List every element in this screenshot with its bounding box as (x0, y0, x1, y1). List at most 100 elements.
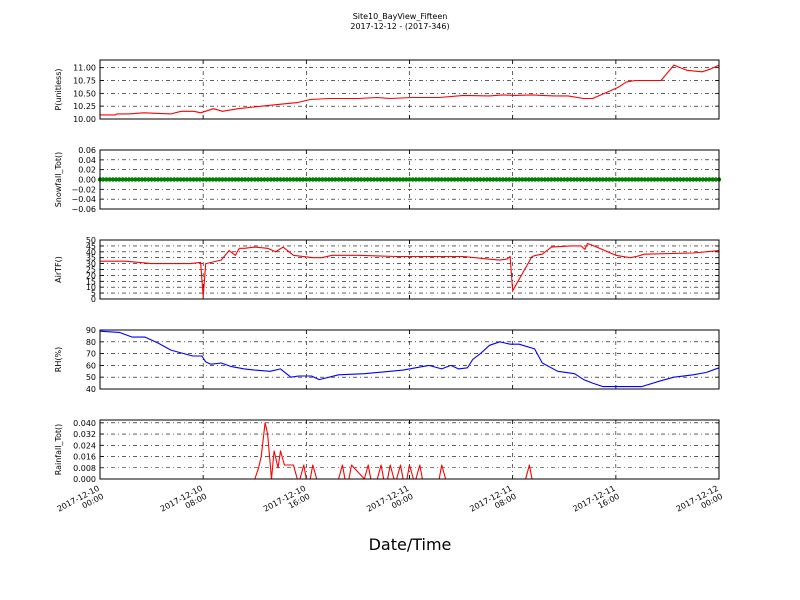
data-point (539, 177, 544, 182)
data-point (513, 177, 519, 182)
data-point (471, 177, 477, 182)
data-point (420, 177, 425, 182)
data-point (204, 177, 209, 182)
y-tick-label: 10.75 (73, 77, 96, 86)
data-point (607, 177, 612, 182)
data-point (449, 177, 454, 182)
data-point (594, 177, 599, 182)
data-point (320, 177, 325, 182)
data-point (565, 177, 570, 182)
data-point (107, 177, 112, 182)
data-point (400, 177, 406, 182)
data-point (707, 177, 712, 182)
data-point (665, 177, 670, 182)
data-point (226, 177, 232, 182)
data-point (326, 177, 332, 182)
x-tick-label: 2017-12-1108:00 (468, 484, 518, 522)
series-line-rh (99, 330, 720, 388)
data-point (484, 177, 490, 182)
data-point (233, 177, 238, 182)
x-tick-label: 2017-12-1008:00 (159, 484, 209, 522)
data-point (194, 177, 199, 182)
data-point (478, 177, 483, 182)
x-axis-label: Date/Time (369, 535, 452, 554)
y-tick-label: 40 (86, 385, 96, 394)
data-point (626, 177, 631, 182)
y-tick-label: 0.02 (78, 166, 96, 175)
data-point (417, 177, 422, 182)
data-point (462, 177, 467, 182)
data-point (568, 177, 573, 182)
y-tick-label: 0.04 (78, 156, 96, 165)
data-point (458, 177, 464, 182)
data-point (342, 177, 348, 182)
data-point (645, 177, 651, 182)
data-point (310, 177, 315, 182)
plot-frame (99, 59, 720, 120)
data-point (168, 177, 174, 182)
data-point (384, 177, 390, 182)
data-point (201, 177, 206, 182)
data-point (375, 177, 380, 182)
data-point (210, 177, 215, 182)
data-point (217, 177, 222, 182)
data-point (104, 177, 109, 182)
data-point (271, 177, 277, 182)
data-point (352, 177, 357, 182)
data-point (397, 177, 402, 182)
data-point (555, 177, 560, 182)
data-point (429, 177, 435, 182)
data-point (649, 177, 654, 182)
data-point (610, 177, 615, 182)
panels: 10.00 10.25 10.50 10.75 11.00 P(unitless) −0.0… (54, 59, 724, 522)
data-point (636, 177, 641, 182)
data-point (578, 177, 583, 182)
data-point (275, 177, 280, 182)
data-point (410, 177, 415, 182)
y-tick-label: 60 (86, 361, 96, 370)
x-tick-label: 2017-12-1000:00 (56, 484, 106, 522)
data-point (691, 177, 696, 182)
y-tick-label: 30 (86, 260, 96, 269)
plot-frame (99, 329, 720, 390)
data-point (294, 177, 299, 182)
data-point (123, 177, 128, 182)
y-tick-label: 0.06 (78, 146, 96, 155)
data-point (710, 177, 715, 182)
data-point (297, 177, 303, 182)
data-point (133, 177, 138, 182)
y-tick-label: 5 (91, 289, 96, 298)
y-tick-label: 80 (86, 338, 96, 347)
y-tick-label: 35 (86, 254, 96, 263)
data-point (242, 177, 248, 182)
data-point (313, 177, 319, 182)
panel-p: 10.00 10.25 10.50 10.75 11.00 P(unitless) (54, 59, 720, 124)
data-point (284, 177, 290, 182)
data-point (658, 177, 664, 182)
data-point (442, 177, 448, 182)
y-tick-label: 0.008 (73, 464, 96, 473)
data-point (439, 177, 444, 182)
y-tick-label: 20 (86, 271, 96, 280)
y-tick-label: 0.024 (73, 441, 96, 450)
data-point (494, 177, 499, 182)
data-point (175, 177, 180, 182)
data-point (291, 177, 296, 182)
plot-frame (99, 149, 720, 210)
y-tick-label: 50 (86, 373, 96, 382)
panel-rainfall: 0.000 0.008 0.016 0.024 0.032 0.040 Rainfall_T… (54, 419, 720, 484)
data-point (497, 177, 502, 182)
data-point (278, 177, 283, 182)
data-point (574, 177, 580, 182)
data-point (339, 177, 344, 182)
y-axis-label: P(unitless) (54, 68, 63, 110)
y-tick-label: 25 (86, 266, 96, 275)
y-tick-label: −0.04 (71, 195, 96, 204)
data-point (545, 177, 551, 182)
y-tick-label: 0.016 (73, 453, 96, 462)
data-point (423, 177, 428, 182)
data-point (159, 177, 164, 182)
y-tick-label: 15 (86, 277, 96, 286)
